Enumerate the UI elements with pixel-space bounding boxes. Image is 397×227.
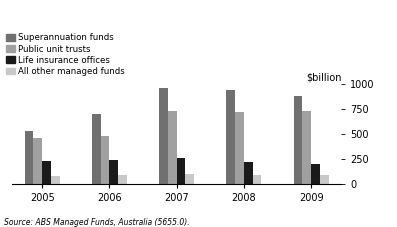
Bar xyxy=(42,161,51,184)
Text: $billion: $billion xyxy=(306,73,341,83)
Bar xyxy=(118,175,127,184)
Text: Source: ABS Managed Funds, Australia (5655.0).: Source: ABS Managed Funds, Australia (56… xyxy=(4,218,190,227)
Bar xyxy=(110,160,118,184)
Bar xyxy=(33,138,42,184)
Bar xyxy=(320,175,329,184)
Bar xyxy=(252,175,261,184)
Bar xyxy=(294,96,303,184)
Bar xyxy=(244,162,252,184)
Bar xyxy=(101,136,110,184)
Bar xyxy=(177,158,185,184)
Bar xyxy=(235,112,244,184)
Bar xyxy=(92,114,101,184)
Bar xyxy=(311,164,320,184)
Bar xyxy=(226,90,235,184)
Bar xyxy=(159,88,168,184)
Legend: Superannuation funds, Public unit trusts, Life insurance offices, All other mana: Superannuation funds, Public unit trusts… xyxy=(6,33,125,76)
Bar xyxy=(185,174,194,184)
Bar xyxy=(51,176,60,184)
Bar xyxy=(168,111,177,184)
Bar xyxy=(303,111,311,184)
Bar xyxy=(25,131,33,184)
